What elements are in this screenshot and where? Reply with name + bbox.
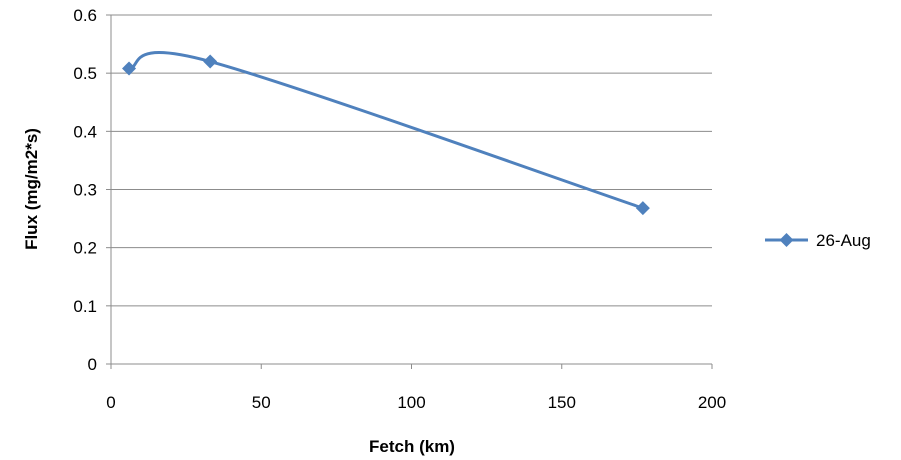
x-tick-label: 50 bbox=[252, 393, 271, 412]
legend-marker bbox=[779, 233, 794, 247]
legend: 26-Aug bbox=[765, 231, 871, 250]
legend-label: 26-Aug bbox=[816, 231, 871, 250]
y-tick-label: 0.3 bbox=[73, 181, 97, 200]
x-tick-label: 200 bbox=[698, 393, 726, 412]
data-point bbox=[203, 54, 218, 69]
y-tick-labels: 0 0.1 0.2 0.3 0.4 0.5 0.6 bbox=[73, 6, 97, 374]
series-line bbox=[128, 51, 644, 210]
y-tick-label: 0.1 bbox=[73, 297, 97, 316]
x-tick-label: 100 bbox=[397, 393, 425, 412]
data-point bbox=[122, 61, 137, 76]
x-tick-label: 150 bbox=[548, 393, 576, 412]
x-tick-labels: 0 50 100 150 200 bbox=[106, 364, 726, 412]
y-tick-label: 0.2 bbox=[73, 239, 97, 258]
y-tick-label: 0.6 bbox=[73, 6, 97, 25]
y-axis-title: Flux (mg/m2*s) bbox=[22, 128, 41, 250]
series-group bbox=[122, 51, 650, 216]
y-tick-label: 0 bbox=[88, 355, 97, 374]
y-tick-label: 0.4 bbox=[73, 122, 97, 141]
gridlines bbox=[106, 14, 712, 365]
x-axis-title: Fetch (km) bbox=[369, 437, 455, 456]
x-tick-label: 0 bbox=[106, 393, 115, 412]
y-tick-label: 0.5 bbox=[73, 64, 97, 83]
data-point bbox=[635, 201, 650, 216]
